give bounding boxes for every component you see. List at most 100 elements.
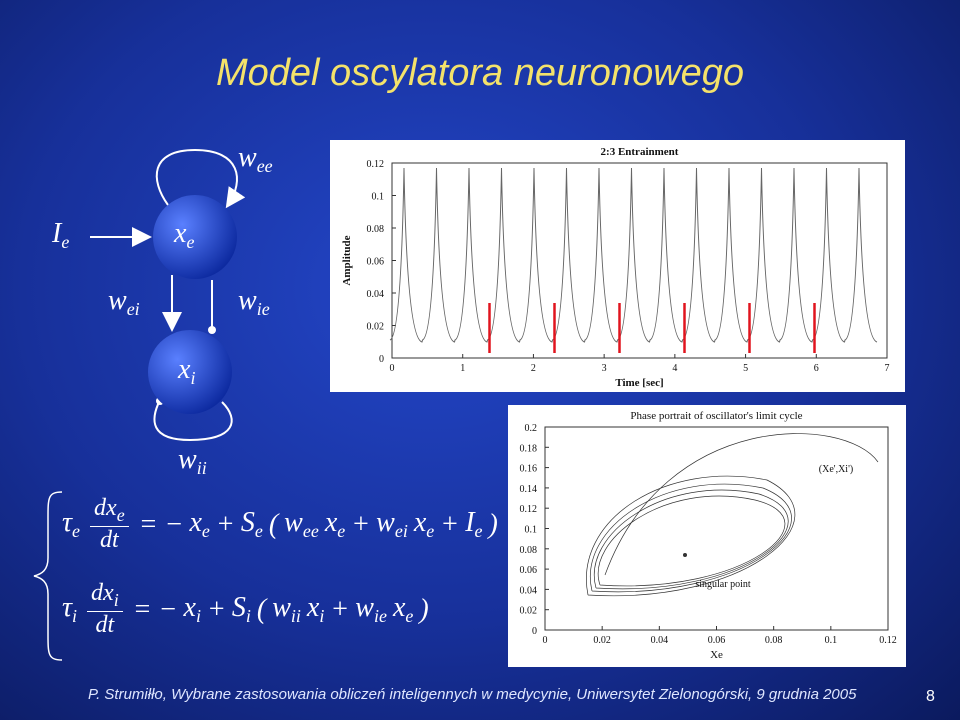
- weight-label: wie: [238, 285, 270, 320]
- math-token: dxi: [87, 580, 123, 612]
- node: [148, 330, 232, 414]
- symbol: x: [324, 507, 338, 538]
- subscript: ie: [256, 299, 270, 319]
- y-tick-label: 0.1: [525, 525, 538, 536]
- math-token: wee: [238, 142, 273, 176]
- y-tick-label: 0.08: [520, 545, 538, 556]
- x-tick-label: 6: [814, 363, 819, 374]
- edge-dot: [208, 326, 216, 334]
- subscript: e: [201, 521, 210, 541]
- limit-cycle: [597, 495, 786, 587]
- subscript: e: [186, 232, 195, 252]
- subscript: e: [426, 521, 435, 541]
- diagram: [90, 148, 246, 442]
- symbol: x: [183, 592, 196, 623]
- math-token: xe: [393, 592, 413, 627]
- symbol: I: [52, 218, 62, 249]
- x-tick-label: 4: [672, 363, 677, 374]
- plot-background: [508, 405, 906, 667]
- plot-background: [330, 140, 905, 392]
- y-tick-label: 0.06: [367, 257, 385, 268]
- weight-label: wii: [178, 444, 207, 479]
- y-tick-label: 0.18: [520, 443, 538, 454]
- subscript: ei: [126, 299, 140, 319]
- x-axis-label: Time [sec]: [615, 377, 663, 389]
- subscript: i: [245, 606, 251, 626]
- subscript: i: [72, 606, 78, 626]
- y-tick-label: 0.14: [520, 484, 538, 495]
- symbol: x: [392, 592, 406, 623]
- subscript: i: [190, 368, 196, 388]
- x-tick-label: 0.06: [708, 635, 726, 646]
- y-tick-label: 0.06: [520, 565, 538, 576]
- math-token: ): [419, 593, 429, 625]
- y-tick-label: 0.04: [367, 289, 385, 300]
- math-token: dt: [95, 612, 115, 638]
- math-token: xe: [414, 507, 434, 542]
- math-token: Se: [241, 507, 263, 542]
- node-label: xi: [178, 354, 195, 389]
- math-token: ): [488, 508, 498, 540]
- math-token: xi: [184, 592, 201, 627]
- subscript: i: [113, 590, 119, 610]
- symbol: w: [238, 142, 257, 173]
- subscript: e: [116, 505, 125, 525]
- symbol: w: [108, 285, 127, 316]
- y-tick-label: 0.12: [367, 159, 385, 170]
- subscript: e: [337, 521, 346, 541]
- subscript: ie: [373, 606, 387, 626]
- trajectory: [604, 433, 879, 576]
- math-token: τe: [62, 507, 80, 542]
- subscript: i: [319, 606, 325, 626]
- symbol: I: [465, 507, 475, 538]
- subscript: e: [61, 232, 70, 252]
- page-number: 8: [926, 688, 935, 705]
- math-token: = −: [138, 508, 184, 540]
- subscript: e: [72, 521, 81, 541]
- math-token: (: [256, 593, 267, 625]
- math-token: wie: [238, 285, 270, 319]
- footer: P. Strumiłło, Wybrane zastosowania oblic…: [88, 686, 857, 703]
- symbol: τ: [62, 592, 73, 623]
- plot-title: 2:3 Entrainment: [601, 146, 679, 158]
- subscript: e: [405, 606, 414, 626]
- weight-label: wee: [238, 142, 273, 177]
- math-token: wei: [376, 507, 408, 542]
- math-token: τi: [62, 592, 77, 627]
- singular-point: [683, 553, 687, 557]
- slide-title: Model oscylatora neuronowego: [215, 52, 745, 94]
- symbol: S: [231, 592, 246, 623]
- x-tick-label: 2: [531, 363, 536, 374]
- math-token: +: [206, 593, 226, 625]
- math-token: dxe: [90, 495, 129, 527]
- symbol: x: [189, 507, 202, 538]
- math-token: Si: [232, 592, 251, 627]
- math-token: xi: [178, 354, 196, 388]
- limit-cycle: [593, 489, 789, 590]
- symbol: x: [306, 592, 320, 623]
- brace: [33, 491, 63, 661]
- x-axis-label: Xe: [710, 649, 723, 661]
- signal-curve: [389, 167, 878, 343]
- subscript: ee: [256, 156, 273, 176]
- fraction: dxe dt: [90, 495, 129, 554]
- math-token: wei: [108, 285, 140, 319]
- node: [153, 195, 237, 279]
- fraction: dxi dt: [87, 580, 123, 639]
- math-token: wee: [284, 507, 319, 542]
- math-token: dt: [100, 527, 119, 553]
- symbol: x: [174, 218, 187, 249]
- y-tick-label: 0.16: [520, 464, 538, 475]
- y-tick-label: 0.2: [525, 423, 538, 434]
- symbol: w: [284, 507, 303, 538]
- subscript: e: [474, 521, 483, 541]
- y-tick-label: 0.04: [520, 585, 538, 596]
- y-tick-label: 0.02: [367, 322, 385, 333]
- math-token: xi: [307, 592, 324, 627]
- subscript: ee: [302, 521, 319, 541]
- y-tick-label: 0.08: [367, 224, 385, 235]
- subscript: ii: [290, 606, 301, 626]
- math-token: +: [215, 508, 235, 540]
- y-tick-label: 0.12: [520, 504, 538, 515]
